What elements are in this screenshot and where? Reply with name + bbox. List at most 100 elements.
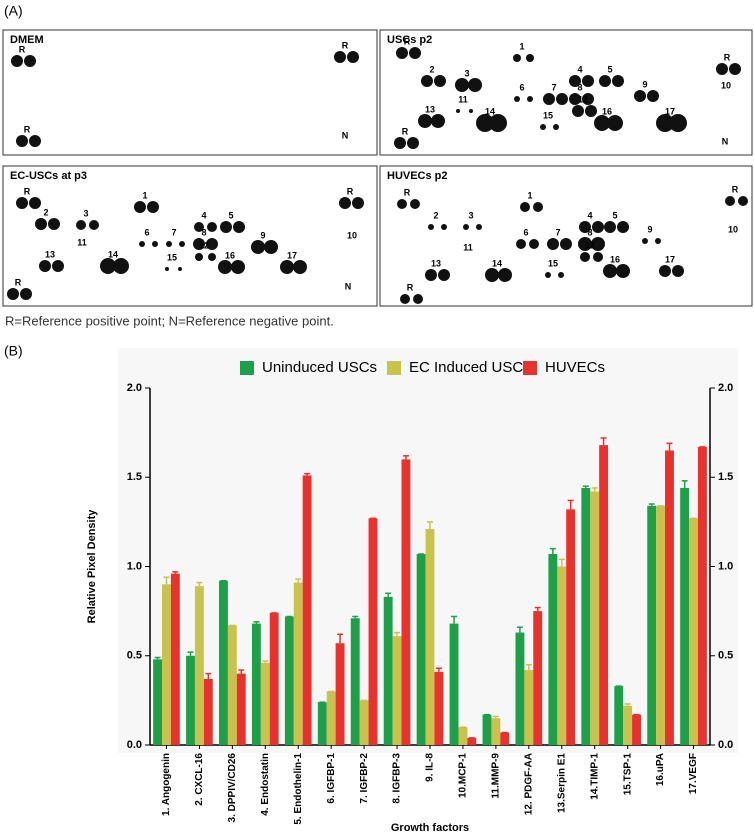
blot-spot — [409, 47, 421, 59]
blot-spot — [166, 241, 172, 247]
blot-label: 11 — [77, 237, 87, 247]
blot-label: 12 — [578, 94, 588, 104]
blot-label: R — [24, 186, 31, 196]
bar — [524, 670, 534, 745]
blot-label: 5 — [612, 210, 617, 220]
blot-spot — [612, 75, 624, 87]
x-tick-label: 8. IGFBP-3 — [392, 753, 403, 804]
blot-label: 4 — [577, 64, 582, 74]
legend-swatch — [523, 361, 537, 375]
blot-label: 2 — [433, 210, 438, 220]
blot-spot — [7, 288, 19, 300]
blot-label: 10 — [728, 224, 738, 234]
blot-spot — [582, 93, 594, 105]
blot-label: 8 — [587, 227, 592, 237]
x-tick-label: 6. IGFBP-1 — [326, 753, 337, 804]
blot-label: 17 — [665, 106, 675, 116]
bar — [557, 566, 567, 745]
blot-spot — [591, 237, 605, 251]
panel-label: (B) — [4, 343, 23, 359]
blot-frame — [379, 29, 753, 156]
blot-label: R — [402, 126, 409, 136]
blot-spot — [485, 268, 499, 282]
blot-spot — [547, 238, 559, 250]
blot-label: 4 — [587, 210, 592, 220]
blot-spot — [514, 96, 520, 102]
blot-label: 12 — [585, 240, 595, 250]
blot-label: 8 — [577, 82, 582, 92]
bar — [656, 505, 666, 745]
x-tick-label: 10.MCP-1 — [458, 753, 469, 798]
bar — [590, 491, 600, 745]
y-axis-title: Relative Pixel Density — [86, 509, 98, 624]
bar — [219, 580, 228, 745]
blot-spot — [669, 114, 687, 132]
blot-spot — [39, 260, 51, 272]
blot-label: 9 — [642, 79, 647, 89]
blot-label: 7 — [555, 227, 560, 237]
y-tick-label: 0.0 — [127, 739, 142, 751]
blot-spot — [647, 90, 659, 102]
blot-spot — [29, 135, 41, 147]
blot-label: 10 — [347, 230, 357, 240]
blot-spot — [421, 75, 433, 87]
blot-label: 13 — [45, 249, 55, 259]
blot-label: R — [407, 282, 414, 292]
blot-spot — [165, 267, 169, 271]
blot-spot — [634, 90, 646, 102]
blot-spot — [339, 197, 351, 209]
blot-label: R — [19, 44, 26, 54]
x-tick-label: 16.uPA — [655, 753, 666, 786]
bar — [680, 487, 690, 745]
blot-label: 9 — [260, 230, 265, 240]
blot-spot — [469, 109, 473, 113]
blot-spot — [545, 272, 551, 278]
blot-label: 2 — [429, 64, 434, 74]
blot-label: R — [347, 186, 354, 196]
blot-spot — [48, 218, 60, 230]
blot-title: USCs p2 — [387, 34, 432, 46]
y-tick-label: 2.0 — [127, 382, 142, 394]
x-tick-label: 4. Endostatin — [260, 753, 271, 816]
bar — [269, 612, 279, 745]
bar — [665, 450, 674, 745]
blot-label: 1 — [527, 190, 532, 200]
bar — [302, 475, 312, 745]
bar — [317, 702, 327, 745]
blot-label: 3 — [464, 68, 469, 78]
bar — [284, 616, 294, 745]
blot-spot — [195, 253, 203, 261]
x-axis-title: Growth factors — [391, 822, 469, 834]
blot-spot — [456, 109, 460, 113]
blot-spot — [513, 54, 521, 62]
blot-spot — [607, 115, 623, 131]
bar — [392, 636, 402, 745]
bar — [647, 505, 657, 745]
y-tick-label: 0.5 — [127, 650, 142, 662]
blot-spot — [431, 114, 445, 128]
blot-label: N — [345, 281, 352, 291]
bar — [350, 618, 360, 745]
blot-spot — [100, 258, 116, 274]
blot-spot — [526, 54, 534, 62]
blot-label: 15 — [543, 110, 553, 120]
blot-label: R — [15, 277, 22, 287]
blot-spot — [476, 114, 494, 132]
y2-tick-label: 2.0 — [718, 382, 733, 394]
blot-spot — [428, 224, 434, 230]
blot-spot — [656, 114, 674, 132]
bar — [335, 643, 345, 745]
blot-spot — [533, 202, 543, 212]
blot-spot — [11, 55, 23, 67]
blot-spot — [455, 78, 469, 92]
bar — [162, 584, 171, 745]
blot-spot — [599, 75, 611, 87]
blot-label: 14 — [485, 106, 495, 116]
bar — [632, 714, 641, 745]
blot-spot — [672, 265, 684, 277]
blot-label: 3 — [468, 210, 473, 220]
bar — [449, 623, 459, 745]
blot-spot — [352, 197, 364, 209]
y-tick-label: 1.0 — [127, 560, 142, 572]
blot-label: 3 — [83, 208, 88, 218]
